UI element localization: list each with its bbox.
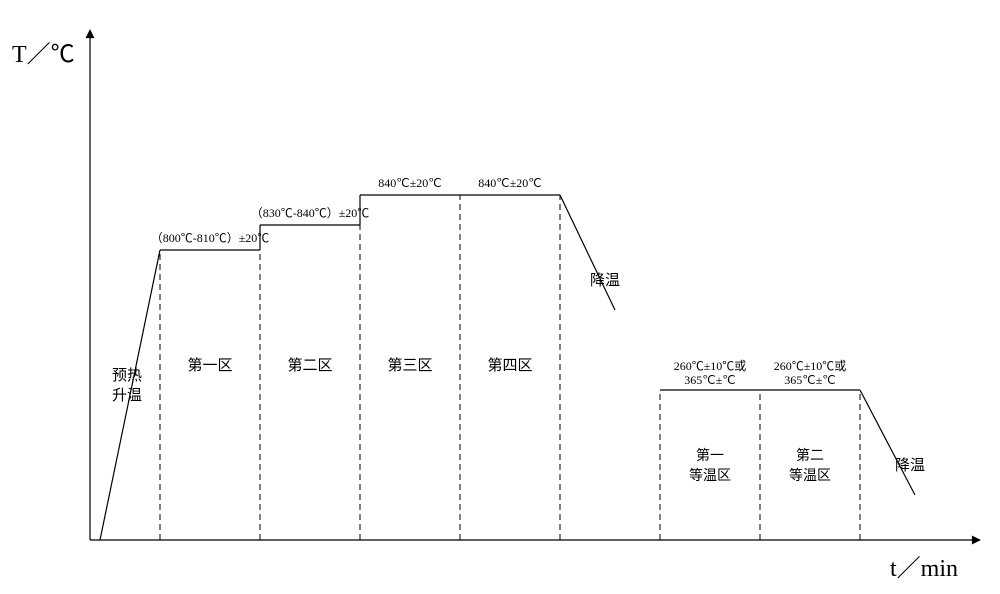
zone3-temp-label: 840℃±20℃ (378, 176, 442, 190)
temperature-profile-diagram: T／℃ t／min （800℃-810℃）±20℃ （830℃-840℃）±20… (0, 0, 1000, 594)
iso1-name-label-line1: 第一 (696, 447, 724, 464)
iso2-name-label-line1: 第二 (796, 447, 824, 464)
x-axis-label: t／min (890, 556, 958, 582)
iso1-temp-label-line1: 260℃±10℃或 (674, 359, 747, 373)
cool2-label: 降温 (895, 457, 925, 474)
cooling-ramp-2 (860, 390, 915, 495)
zone2-temp-label: （830℃-840℃）±20℃ (251, 206, 370, 220)
cooling-ramp-1 (560, 195, 615, 310)
iso2-temp-label-line2: 365℃±℃ (784, 373, 836, 387)
preheat-label-line2: 升温 (112, 387, 142, 404)
iso2-name-label-line2: 等温区 (789, 467, 831, 484)
zone4-temp-label: 840℃±20℃ (478, 176, 542, 190)
preheat-label-line1: 预热 (112, 367, 142, 384)
iso1-name-label-line2: 等温区 (689, 467, 731, 484)
zone1-name-label: 第一区 (187, 356, 232, 374)
cool1-label: 降温 (590, 272, 620, 289)
zone2-name-label: 第二区 (287, 356, 332, 374)
zone3-name-label: 第三区 (387, 356, 432, 374)
iso2-temp-label-line1: 260℃±10℃或 (774, 359, 847, 373)
zone4-name-label: 第四区 (487, 356, 532, 374)
zone1-temp-label: （800℃-810℃）±20℃ (151, 231, 270, 245)
y-axis-label: T／℃ (12, 42, 75, 68)
iso1-temp-label-line2: 365℃±℃ (684, 373, 736, 387)
